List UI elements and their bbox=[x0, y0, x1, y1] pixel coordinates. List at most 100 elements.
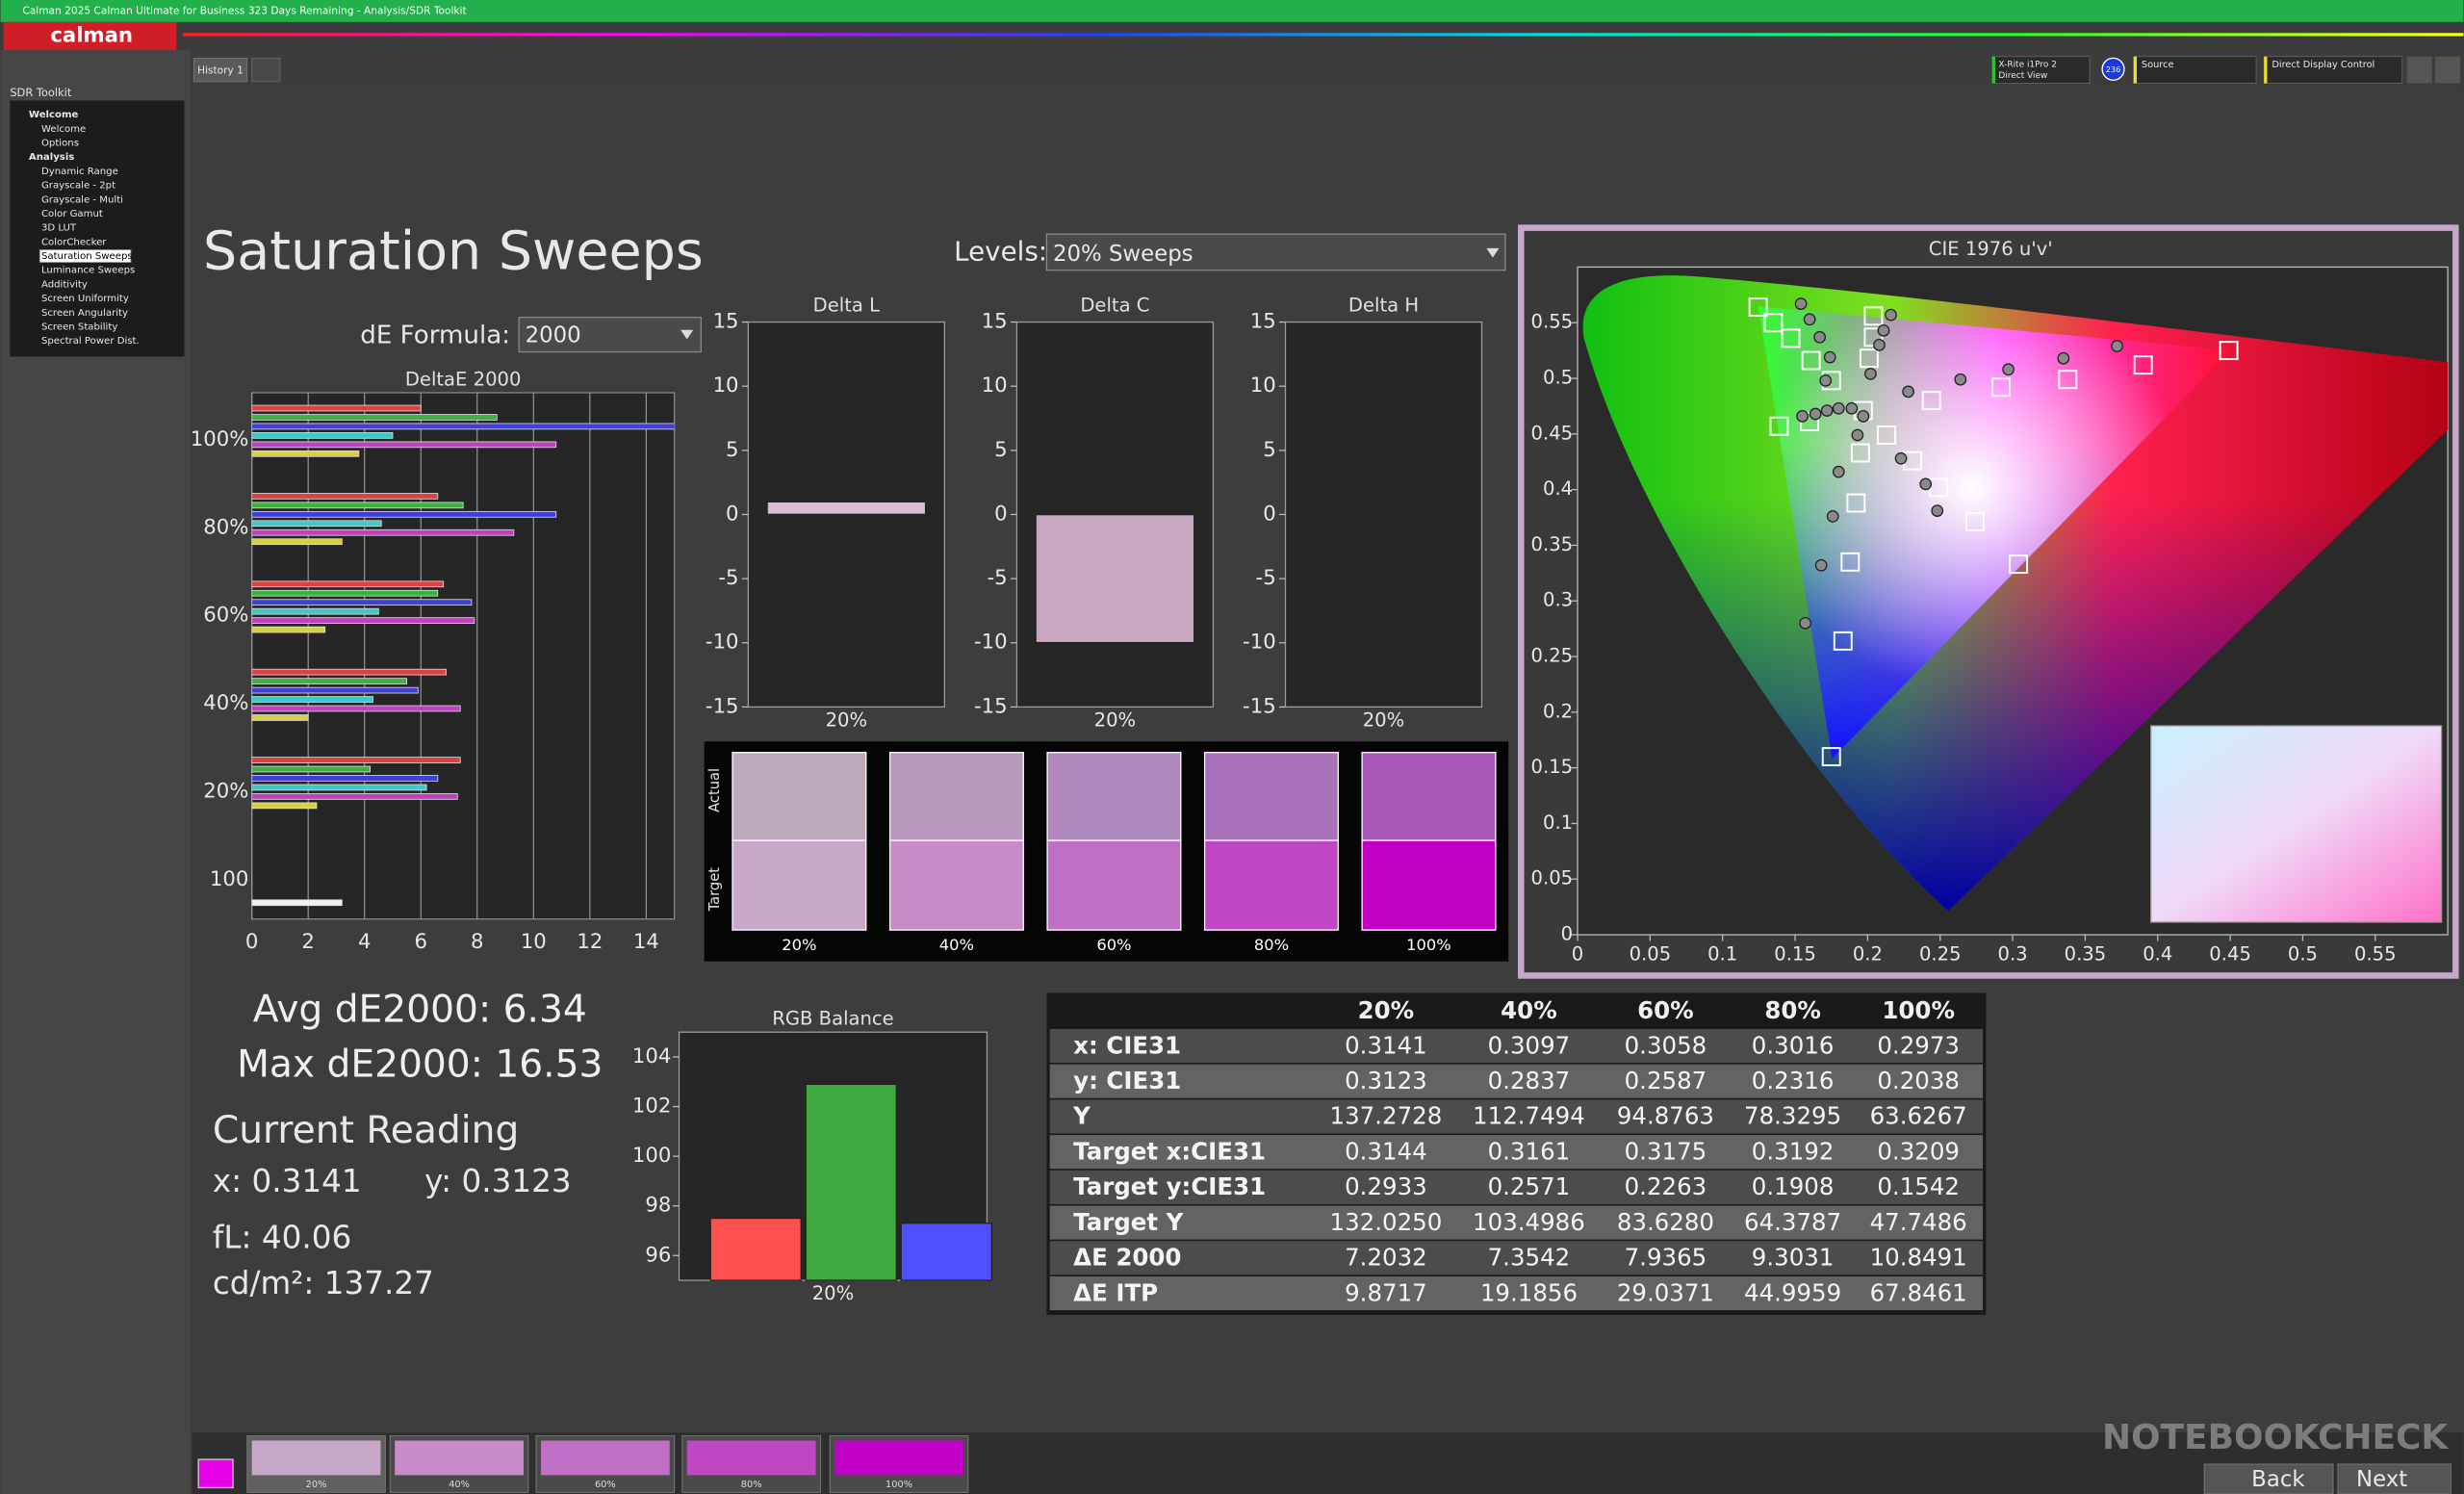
tab-label[interactable]: History 1 bbox=[197, 64, 244, 76]
tree-item[interactable]: Screen Angularity bbox=[41, 308, 128, 319]
x-tick-label: 20% bbox=[826, 709, 868, 732]
y-tick-label: 60% bbox=[203, 604, 248, 628]
tree-item[interactable]: Saturation Sweeps bbox=[41, 251, 133, 262]
bar bbox=[252, 803, 317, 809]
table-cell: 0.1908 bbox=[1752, 1172, 1835, 1200]
y-tick-label: -5 bbox=[718, 566, 738, 590]
x-tick-label: 0 bbox=[1572, 943, 1583, 966]
measured-point bbox=[1820, 375, 1831, 386]
x-tick-label: 8 bbox=[471, 930, 483, 954]
measured-point bbox=[1886, 309, 1896, 320]
table-header: 100% bbox=[1882, 996, 1955, 1024]
swatch-label: 20% bbox=[782, 936, 816, 954]
strip-label[interactable]: 20% bbox=[306, 1480, 327, 1490]
y-tick-label: 98 bbox=[645, 1194, 671, 1218]
bar bbox=[252, 618, 475, 624]
levels-value[interactable]: 20% Sweeps bbox=[1053, 242, 1194, 267]
swatch-row-label: Target bbox=[706, 867, 723, 913]
bar bbox=[252, 766, 371, 772]
tree-item[interactable]: Luminance Sweeps bbox=[41, 266, 135, 276]
measured-point bbox=[1810, 408, 1820, 419]
swatch-actual bbox=[1047, 753, 1181, 840]
chart-title: Delta H bbox=[1348, 295, 1419, 317]
tree-item[interactable]: Dynamic Range bbox=[41, 167, 118, 177]
formula-value[interactable]: 2000 bbox=[526, 323, 581, 348]
bar bbox=[252, 539, 343, 545]
tree-item[interactable]: ColorChecker bbox=[41, 237, 107, 247]
y-tick-label: 0.45 bbox=[1531, 422, 1574, 444]
table-row-label: ΔE ITP bbox=[1073, 1278, 1158, 1306]
x-tick-label: 0.05 bbox=[1630, 943, 1672, 966]
strip-label[interactable]: 100% bbox=[886, 1480, 912, 1490]
tree-item[interactable]: Welcome bbox=[41, 124, 86, 135]
measured-point bbox=[1834, 403, 1844, 414]
measured-point bbox=[2058, 353, 2068, 364]
bar bbox=[252, 706, 461, 711]
strip-label[interactable]: 60% bbox=[595, 1480, 616, 1490]
y-tick-label: -5 bbox=[1256, 566, 1276, 590]
bar bbox=[252, 608, 379, 614]
x-tick-label: 20% bbox=[1094, 709, 1137, 732]
display-label: Direct Display Control bbox=[2272, 60, 2374, 70]
tree-item[interactable]: Screen Stability bbox=[41, 322, 117, 332]
tree-item[interactable]: Screen Uniformity bbox=[41, 294, 129, 304]
tree-item[interactable]: Options bbox=[41, 139, 79, 149]
reading-fl: fL: 40.06 bbox=[213, 1220, 351, 1256]
measured-point bbox=[1814, 332, 1825, 343]
y-tick-label: 0 bbox=[726, 502, 739, 526]
tree-item[interactable]: Additivity bbox=[41, 279, 88, 290]
reading-y: y: 0.3123 bbox=[424, 1163, 571, 1199]
meter-mode: Direct View bbox=[1998, 71, 2047, 81]
x-tick-label: 10 bbox=[521, 930, 547, 954]
tree-item[interactable]: Grayscale - 2pt bbox=[41, 181, 116, 192]
swatch-actual bbox=[1362, 753, 1496, 840]
next-label[interactable]: Next bbox=[2356, 1467, 2407, 1492]
table-cell: 0.3097 bbox=[1488, 1031, 1571, 1059]
tree-item[interactable]: Grayscale - Multi bbox=[41, 194, 123, 205]
table-cell: 9.3031 bbox=[1752, 1244, 1835, 1272]
table-cell: 0.2973 bbox=[1877, 1031, 1960, 1059]
y-tick-label: 0.4 bbox=[1543, 477, 1573, 500]
tree-item[interactable]: Analysis bbox=[29, 152, 74, 163]
bar bbox=[252, 529, 514, 535]
max-de: Max dE2000: 16.53 bbox=[237, 1043, 603, 1087]
table-header: 40% bbox=[1501, 996, 1557, 1024]
bar bbox=[252, 758, 461, 763]
table-row-label: Target x:CIE31 bbox=[1073, 1137, 1266, 1165]
tree-item[interactable]: Color Gamut bbox=[41, 209, 103, 219]
table-cell: 0.3175 bbox=[1625, 1137, 1707, 1165]
avg-de: Avg dE2000: 6.34 bbox=[253, 988, 587, 1031]
bar bbox=[252, 521, 382, 527]
tree-item[interactable]: 3D LUT bbox=[41, 223, 77, 234]
y-tick-label: 104 bbox=[632, 1044, 671, 1069]
table-cell: 132.0250 bbox=[1330, 1208, 1443, 1236]
bar bbox=[252, 697, 373, 703]
x-tick-label: 0.4 bbox=[2143, 943, 2172, 966]
close-button[interactable] bbox=[2435, 57, 2460, 84]
tree-item[interactable]: Welcome bbox=[29, 110, 79, 120]
y-tick-label: 5 bbox=[1263, 438, 1276, 462]
strip-label[interactable]: 40% bbox=[449, 1480, 470, 1490]
bar bbox=[252, 590, 438, 596]
bar bbox=[252, 785, 426, 790]
strip-label[interactable]: 80% bbox=[741, 1480, 762, 1490]
bar bbox=[252, 776, 438, 782]
measured-point bbox=[1903, 386, 1913, 397]
table-row-label: x: CIE31 bbox=[1073, 1031, 1181, 1059]
settings-button[interactable] bbox=[2407, 57, 2432, 84]
back-label[interactable]: Back bbox=[2251, 1467, 2305, 1492]
logo[interactable]: calman bbox=[50, 24, 133, 48]
y-tick-label: -10 bbox=[974, 631, 1008, 655]
table-header: 20% bbox=[1358, 996, 1415, 1024]
formula-label: dE Formula: bbox=[360, 322, 510, 350]
bar bbox=[710, 1219, 801, 1280]
table-cell: 103.4986 bbox=[1473, 1208, 1585, 1236]
bar bbox=[252, 511, 556, 517]
y-tick-label: -10 bbox=[1243, 631, 1276, 655]
x-tick-label: 0.25 bbox=[1919, 943, 1962, 966]
table-cell: 47.7486 bbox=[1870, 1208, 1967, 1236]
tab-add[interactable] bbox=[252, 58, 280, 81]
tree-item[interactable]: Spectral Power Dist. bbox=[41, 336, 140, 347]
swatch-actual bbox=[732, 753, 866, 840]
x-tick-label: 0.5 bbox=[2288, 943, 2318, 966]
